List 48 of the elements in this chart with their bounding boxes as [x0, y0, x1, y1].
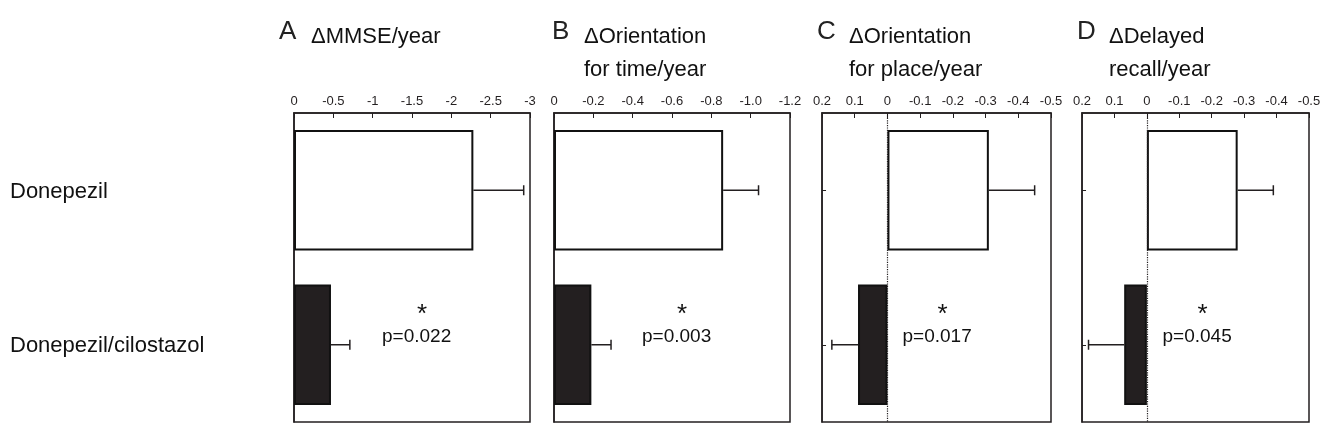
x-tick-label: -1.5 — [400, 93, 424, 108]
x-tick-label: 0 — [883, 93, 892, 108]
x-tick-label: -0.1 — [1168, 93, 1191, 108]
x-tick-label: -0.6 — [660, 93, 684, 108]
x-tick-label: -0.1 — [908, 93, 932, 108]
annotation: p=0.022 — [382, 325, 452, 346]
x-tick-label: 0.2 — [813, 93, 832, 108]
x-tick-label: 0.2 — [1073, 93, 1092, 108]
annotation: * — [417, 298, 428, 328]
chart-title: C — [817, 15, 836, 45]
x-tick-label: -2.5 — [479, 93, 502, 108]
x-tick-label: 0 — [550, 93, 558, 108]
chart-title: D — [1077, 15, 1096, 45]
annotation: p=0.003 — [642, 325, 712, 346]
chart-title: A — [279, 15, 297, 45]
chart-title: B — [552, 15, 570, 45]
x-tick-label: 0 — [290, 93, 298, 108]
x-tick-label: -2 — [445, 93, 458, 108]
chart-subtitle: ΔOrientation for place/year — [849, 23, 983, 81]
x-tick-label: -0.5 — [322, 93, 345, 108]
x-tick-label: -0.5 — [1039, 93, 1063, 108]
x-tick-label: -0.3 — [1232, 93, 1256, 108]
annotation: * — [1197, 298, 1208, 328]
annotation: * — [937, 298, 948, 328]
x-tick-label: -0.8 — [700, 93, 723, 108]
y-tick-label: Donepezil — [10, 177, 108, 203]
x-tick-label: -0.2 — [941, 93, 965, 108]
x-tick-label: -0.2 — [582, 93, 605, 108]
x-tick-label: 0.1 — [845, 93, 864, 108]
x-tick-label: -1 — [366, 93, 379, 108]
x-tick-label: -0.5 — [1297, 93, 1321, 108]
x-tick-label: -0.4 — [1007, 93, 1030, 108]
x-tick-label: 0 — [1143, 93, 1151, 108]
x-tick-label: -0.3 — [974, 93, 997, 108]
x-tick-label: -1.0 — [739, 93, 762, 108]
x-tick-label: -0.4 — [1265, 93, 1288, 108]
annotation: p=0.017 — [902, 325, 972, 346]
chart-subtitle: ΔMMSE/year — [311, 23, 441, 48]
y-tick-label: Donepezil/cilostazol — [10, 332, 205, 358]
annotation: * — [677, 298, 688, 328]
x-tick-label: 0.1 — [1105, 93, 1124, 108]
x-tick-label: -3 — [524, 93, 536, 108]
annotation: p=0.045 — [1162, 325, 1232, 346]
chart-subtitle: ΔDelayed recall/year — [1109, 23, 1211, 81]
x-tick-label: -1.2 — [778, 93, 802, 108]
x-tick-label: -0.4 — [621, 93, 644, 108]
x-tick-label: -0.2 — [1200, 93, 1223, 108]
chart-subtitle: ΔOrientation for time/year — [584, 23, 713, 81]
